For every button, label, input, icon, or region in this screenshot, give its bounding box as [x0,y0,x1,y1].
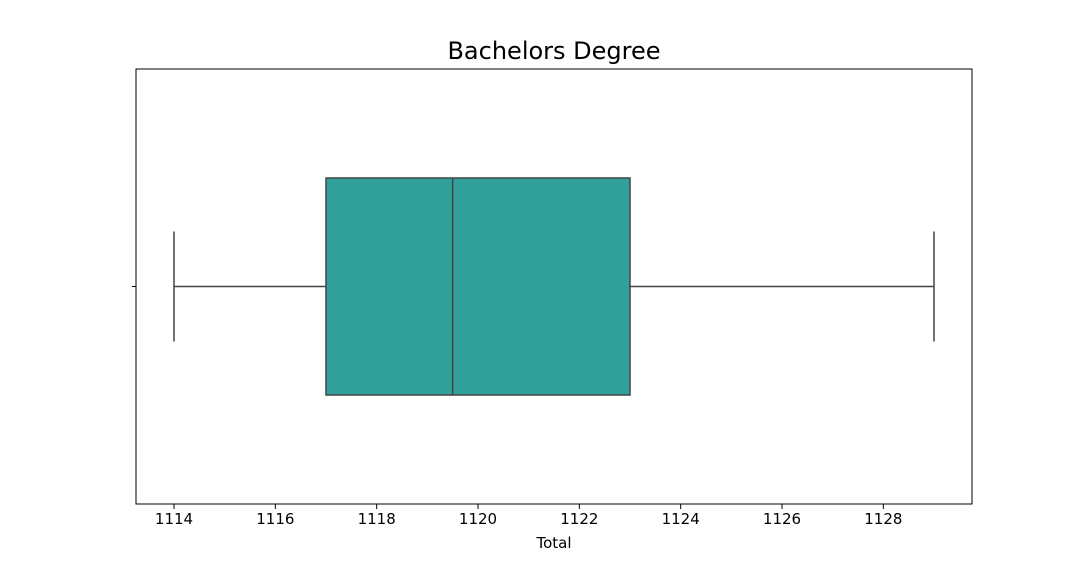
x-tick-label: 1114 [155,510,193,528]
x-axis-ticks: 1114 1116 1118 1120 1122 1124 1126 1128 [155,504,902,528]
chart-title: Bachelors Degree [447,37,660,65]
x-tick-label: 1124 [662,510,700,528]
x-tick-label: 1120 [459,510,497,528]
x-axis-label: Total [535,534,571,552]
x-tick-label: 1122 [560,510,598,528]
interquartile-box [325,177,631,396]
x-tick-label: 1118 [358,510,396,528]
x-tick-label: 1126 [763,510,801,528]
x-tick-label: 1116 [256,510,294,528]
x-tick-label: 1128 [864,510,902,528]
